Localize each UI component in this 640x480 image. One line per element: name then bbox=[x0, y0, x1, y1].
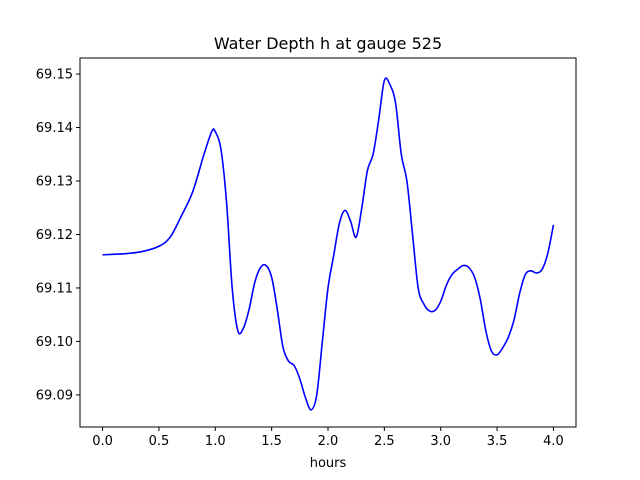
y-tick-label: 69.15 bbox=[36, 68, 73, 83]
y-tick-label: 69.13 bbox=[36, 175, 73, 190]
x-axis-label: hours bbox=[310, 456, 347, 471]
x-tick-label: 0.0 bbox=[92, 434, 113, 449]
plot-frame bbox=[79, 57, 577, 428]
x-tick-label: 3.5 bbox=[487, 434, 508, 449]
y-tick-label: 69.14 bbox=[36, 121, 73, 136]
y-axis: 69.09 69.10 69.11 69.12 69.13 69.14 69.15 bbox=[36, 68, 80, 403]
y-tick-label: 69.10 bbox=[36, 335, 73, 350]
x-tick-label: 1.5 bbox=[261, 434, 282, 449]
y-tick-label: 69.11 bbox=[36, 281, 73, 296]
x-tick-label: 0.5 bbox=[149, 434, 170, 449]
x-tick-label: 2.5 bbox=[374, 434, 395, 449]
plot-area bbox=[102, 77, 555, 411]
x-tick-label: 3.0 bbox=[430, 434, 451, 449]
x-tick-label: 2.0 bbox=[318, 434, 339, 449]
y-tick-label: 69.12 bbox=[36, 228, 73, 243]
y-tick-label: 69.09 bbox=[36, 388, 73, 403]
series-line bbox=[102, 77, 555, 411]
x-tick-label: 4.0 bbox=[543, 434, 564, 449]
x-tick-label: 1.0 bbox=[205, 434, 226, 449]
chart-title: Water Depth h at gauge 525 bbox=[214, 34, 442, 53]
x-axis: 0.0 0.5 1.0 1.5 2.0 2.5 3.0 3.5 4.0 bbox=[92, 427, 564, 449]
